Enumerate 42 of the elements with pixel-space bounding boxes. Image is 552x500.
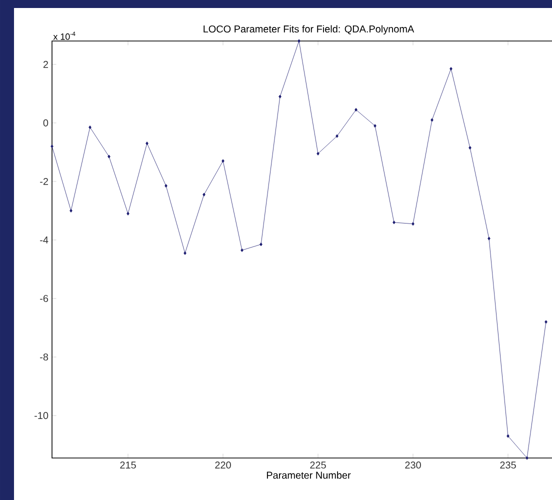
text: x 10$^{-4}$	[53, 32, 76, 40]
x-tick-label: 230	[405, 462, 421, 469]
point	[430, 118, 434, 122]
x-tick-label: 215	[120, 462, 136, 469]
point	[70, 208, 72, 213]
point	[88, 126, 92, 130]
point	[412, 222, 414, 226]
x-tick-label: 225	[310, 462, 326, 469]
point	[354, 108, 358, 112]
point	[450, 66, 452, 71]
point	[108, 154, 110, 158]
point	[526, 456, 528, 460]
point	[126, 212, 130, 216]
y-tick-label: -4	[40, 236, 48, 244]
point	[164, 184, 168, 188]
y-tick-label: 0	[43, 119, 48, 126]
point	[278, 94, 282, 98]
point	[202, 192, 206, 196]
y-tick-label: -2	[40, 178, 48, 185]
point	[506, 434, 510, 438]
point	[336, 134, 338, 138]
y-tick-label: -8	[40, 354, 48, 361]
chart-title: LOCO Parameter Fits for Field: QDA.PolynomA	[204, 25, 414, 34]
point	[468, 146, 472, 150]
point	[184, 251, 186, 255]
y-tick-label: -6	[40, 294, 48, 302]
point	[240, 248, 244, 252]
y-tick-label: -10	[34, 412, 48, 420]
x-tick-label: 220	[215, 462, 231, 469]
point	[392, 220, 396, 224]
point	[544, 320, 548, 324]
point	[222, 159, 224, 163]
point	[316, 152, 320, 156]
point	[374, 124, 376, 128]
point	[146, 142, 148, 146]
point	[50, 144, 54, 148]
x-tick-label: 235	[500, 462, 516, 469]
point	[298, 39, 300, 43]
y-tick-label: 2	[43, 60, 48, 68]
point	[488, 236, 490, 240]
point	[260, 242, 262, 246]
x-axis-title: Parameter Number	[266, 471, 351, 479]
